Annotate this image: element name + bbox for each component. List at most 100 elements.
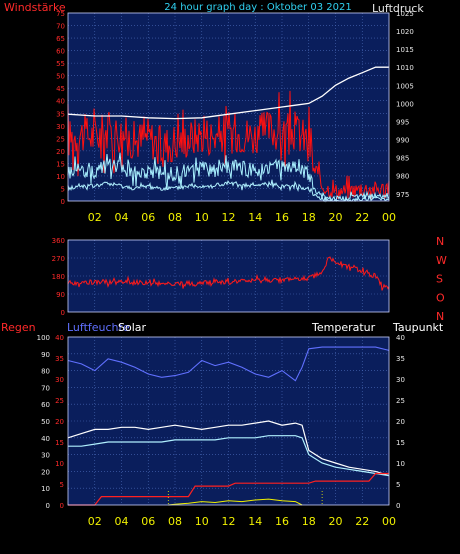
- dewpoint-series: [68, 435, 390, 477]
- direction-compass-label: W: [436, 254, 447, 267]
- pressure-tick-label: 995: [396, 118, 409, 126]
- dewpoint-label: Taupunkt: [392, 321, 444, 334]
- header-right-label: Luftdruck: [372, 2, 424, 15]
- time-tick-label: 10: [195, 211, 209, 224]
- right-tick-label: 30: [396, 376, 405, 384]
- time-tick-label: 02: [88, 515, 102, 528]
- pressure-tick-label: 1005: [396, 82, 414, 90]
- left-tick-label: 100: [37, 334, 50, 342]
- rain-tick-label: 20: [55, 418, 64, 426]
- left-tick-label: 55: [56, 60, 65, 68]
- pressure-tick-label: 1000: [396, 100, 414, 108]
- humidity-axis-label: Luftfeuchte: [67, 321, 130, 334]
- time-tick-label: 22: [355, 515, 369, 528]
- pressure-tick-label: 980: [396, 173, 409, 181]
- direction-compass-label: N: [436, 235, 444, 248]
- left-tick-label: 70: [56, 23, 65, 31]
- rain-tick-label: 15: [55, 439, 64, 447]
- left-tick-label: 20: [41, 468, 50, 476]
- rain-tick-label: 0: [60, 502, 64, 510]
- time-tick-label: 18: [302, 211, 316, 224]
- header-left-label: Windstärke: [4, 1, 66, 14]
- time-tick-label: 20: [329, 515, 343, 528]
- left-tick-label: 90: [41, 351, 50, 359]
- header-title: 24 hour graph day : Oktober 03 2021: [164, 2, 351, 13]
- gust-series: [67, 90, 390, 200]
- direction-compass-label: N: [436, 310, 444, 323]
- rain-axis-label: Regen: [1, 321, 36, 334]
- time-tick-label: 08: [168, 211, 182, 224]
- time-tick-label: 20: [329, 211, 343, 224]
- time-tick-label: 08: [168, 515, 182, 528]
- time-tick-label: 06: [141, 211, 155, 224]
- pressure-series: [67, 66, 389, 120]
- left-tick-label: 60: [56, 48, 65, 56]
- left-tick-label: 60: [41, 401, 50, 409]
- pressure-tick-label: 975: [396, 191, 409, 199]
- time-tick-label: 12: [222, 515, 236, 528]
- pressure-tick-label: 1015: [396, 46, 414, 54]
- pressure-tick-label: 1010: [396, 64, 414, 72]
- left-tick-label: 5: [61, 185, 65, 193]
- left-tick-label: 65: [56, 35, 65, 43]
- left-tick-label: 45: [56, 85, 65, 93]
- pressure-tick-label: 1020: [396, 28, 414, 36]
- rain-tick-label: 25: [55, 397, 64, 405]
- time-tick-label: 04: [115, 211, 129, 224]
- humidity-series: [67, 346, 390, 382]
- left-tick-label: 10: [41, 485, 50, 493]
- plot-frame: [67, 239, 390, 313]
- left-tick-label: 30: [56, 123, 65, 131]
- pressure-tick-label: 990: [396, 137, 409, 145]
- solar-series: [168, 498, 303, 506]
- right-tick-label: 25: [396, 397, 405, 405]
- time-tick-label: 02: [88, 211, 102, 224]
- left-tick-label: 0: [61, 198, 65, 206]
- left-tick-label: 70: [41, 384, 50, 392]
- left-tick-label: 0: [46, 502, 50, 510]
- direction-compass-label: S: [436, 273, 443, 286]
- rain-tick-label: 10: [55, 460, 64, 468]
- left-tick-label: 90: [56, 291, 65, 299]
- right-tick-label: 20: [396, 418, 405, 426]
- right-tick-label: 15: [396, 439, 405, 447]
- rain-tick-label: 5: [60, 481, 64, 489]
- time-tick-label: 16: [275, 515, 289, 528]
- wind-low-series: [67, 179, 390, 203]
- rain-tick-label: 30: [55, 376, 64, 384]
- plot-frame: [67, 336, 390, 506]
- right-tick-label: 40: [396, 334, 405, 342]
- left-tick-label: 20: [56, 148, 65, 156]
- time-tick-label: 06: [141, 515, 155, 528]
- left-tick-label: 40: [56, 98, 65, 106]
- right-tick-label: 5: [396, 481, 400, 489]
- time-tick-label: 00: [382, 211, 396, 224]
- time-tick-label: 12: [222, 211, 236, 224]
- time-tick-label: 16: [275, 211, 289, 224]
- temperature-label: Temperatur: [311, 321, 376, 334]
- left-tick-label: 50: [41, 418, 50, 426]
- left-tick-label: 10: [56, 173, 65, 181]
- left-tick-label: 30: [41, 452, 50, 460]
- time-tick-label: 10: [195, 515, 209, 528]
- solar-label: Solar: [118, 321, 147, 334]
- time-tick-label: 14: [248, 211, 262, 224]
- time-tick-label: 14: [248, 515, 262, 528]
- wind-direction-series: [67, 256, 390, 291]
- right-tick-label: 10: [396, 460, 405, 468]
- left-tick-label: 15: [56, 160, 65, 168]
- left-tick-label: 360: [52, 237, 65, 245]
- left-tick-label: 35: [56, 110, 65, 118]
- rain-tick-label: 35: [55, 355, 64, 363]
- right-tick-label: 35: [396, 355, 405, 363]
- pressure-tick-label: 1025: [396, 10, 414, 18]
- temperature-series: [67, 420, 390, 477]
- left-tick-label: 0: [61, 309, 65, 317]
- pressure-tick-label: 985: [396, 155, 409, 163]
- time-tick-label: 00: [382, 515, 396, 528]
- rain-series: [68, 472, 389, 506]
- left-tick-label: 270: [52, 255, 65, 263]
- left-tick-label: 80: [41, 368, 50, 376]
